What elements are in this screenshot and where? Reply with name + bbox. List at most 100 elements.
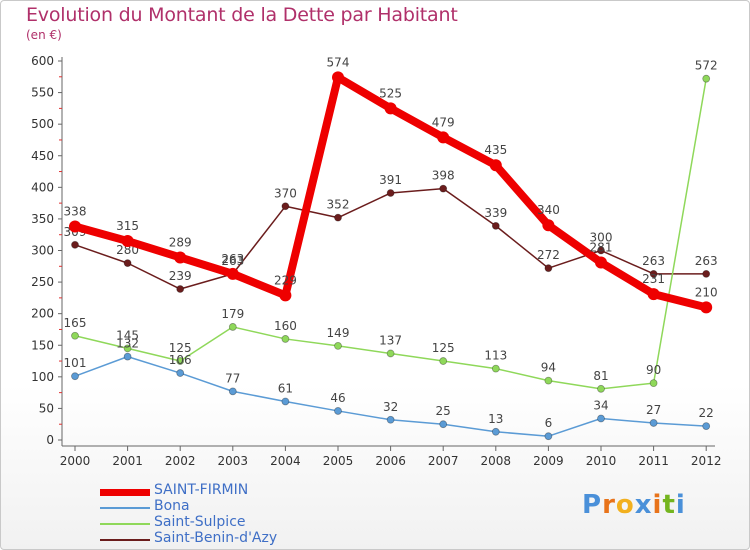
data-label-saint-benin-d-azy: 263 — [695, 254, 718, 268]
data-label-saint-sulpice: 125 — [432, 341, 455, 355]
data-point-saint-sulpice — [702, 74, 711, 83]
x-tick-label: 2011 — [638, 454, 669, 468]
data-point-saint-benin-d-azy — [71, 240, 79, 249]
data-point-saint-firmin — [279, 289, 292, 302]
data-point-saint-firmin — [542, 219, 555, 232]
data-label-saint-benin-d-azy: 398 — [432, 169, 455, 183]
data-point-saint-benin-d-azy — [334, 213, 342, 222]
data-label-bona: 6 — [545, 416, 553, 430]
chart-title: Evolution du Montant de la Dette par Hab… — [26, 4, 458, 26]
data-point-saint-benin-d-azy — [597, 246, 605, 255]
x-tick-label: 2008 — [481, 454, 512, 468]
data-label-saint-firmin: 263 — [221, 252, 244, 266]
data-label-bona: 106 — [169, 353, 192, 367]
y-tick-label: 450 — [31, 149, 54, 163]
legend-swatch-saint-benin-dazy — [100, 539, 150, 541]
series-line-bona — [74, 355, 707, 437]
data-label-saint-sulpice: 572 — [695, 59, 718, 73]
data-point-bona — [702, 422, 711, 431]
data-point-saint-firmin — [700, 301, 713, 314]
data-point-saint-sulpice — [491, 364, 500, 373]
logo-letter: i — [652, 490, 663, 520]
data-point-saint-sulpice — [176, 357, 185, 365]
logo-letter: r — [602, 490, 616, 520]
logo-letter: P — [582, 490, 603, 520]
legend-swatch-bona — [100, 507, 150, 509]
data-point-bona — [228, 387, 237, 396]
data-point-saint-benin-d-azy — [123, 259, 132, 268]
data-point-saint-sulpice — [439, 357, 448, 365]
data-label-saint-benin-d-azy: 391 — [379, 173, 402, 187]
x-tick-label: 2001 — [112, 454, 143, 468]
chart-subtitle: (en €) — [26, 28, 62, 42]
data-label-bona: 13 — [488, 412, 503, 426]
data-point-saint-firmin — [332, 71, 344, 84]
data-label-saint-firmin: 574 — [327, 55, 350, 69]
logo-letter: o — [615, 490, 635, 520]
y-tick-label: 150 — [31, 338, 54, 352]
data-label-saint-benin-d-azy: 370 — [274, 186, 297, 200]
data-label-saint-sulpice: 90 — [646, 363, 661, 377]
data-point-saint-firmin — [69, 220, 81, 233]
data-label-saint-firmin: 281 — [590, 241, 613, 255]
data-label-saint-sulpice: 81 — [593, 369, 608, 383]
data-label-bona: 32 — [383, 400, 398, 414]
data-point-bona — [123, 352, 132, 361]
data-label-saint-sulpice: 113 — [484, 349, 507, 363]
data-label-bona: 34 — [593, 399, 608, 413]
y-tick-label: 350 — [31, 212, 54, 226]
legend-label: Saint-Benin-d'Azy — [154, 530, 278, 546]
data-point-saint-firmin — [226, 267, 239, 280]
data-label-saint-firmin: 229 — [274, 273, 297, 287]
data-point-saint-firmin — [489, 159, 502, 172]
data-point-bona — [439, 420, 448, 429]
y-tick-label: 100 — [31, 370, 54, 384]
data-point-saint-sulpice — [334, 341, 342, 350]
data-point-bona — [544, 432, 553, 441]
legend-item-saint-sulpice: Saint-Sulpice — [100, 514, 360, 532]
x-tick-label: 2009 — [533, 454, 564, 468]
data-point-bona — [597, 414, 605, 423]
legend-label: Bona — [154, 498, 190, 514]
legend-item-saint-benin-dazy: Saint-Benin-d'Azy — [100, 530, 360, 548]
data-label-saint-firmin: 231 — [642, 272, 665, 286]
y-tick-label: 250 — [31, 275, 54, 289]
legend-item-bona: Bona — [100, 498, 360, 516]
data-label-saint-benin-d-azy: 272 — [537, 248, 560, 262]
data-label-saint-benin-d-azy: 352 — [327, 198, 350, 212]
data-point-saint-firmin — [384, 102, 397, 115]
data-point-saint-benin-d-azy — [544, 264, 553, 273]
data-label-saint-benin-d-azy: 239 — [169, 269, 192, 283]
data-point-saint-firmin — [121, 235, 134, 248]
x-tick-label: 2000 — [60, 454, 91, 468]
data-label-saint-benin-d-azy: 263 — [642, 254, 665, 268]
data-point-saint-firmin — [595, 256, 607, 269]
data-point-saint-sulpice — [71, 331, 79, 340]
legend-item-saint-firmin: SAINT-FIRMIN — [100, 482, 360, 500]
data-point-saint-sulpice — [123, 344, 132, 353]
data-point-saint-sulpice — [544, 376, 553, 385]
x-tick-label: 2002 — [165, 454, 196, 468]
y-tick-label: 50 — [39, 401, 54, 415]
data-label-saint-benin-d-azy: 339 — [484, 206, 507, 220]
data-label-saint-sulpice: 137 — [379, 333, 402, 347]
data-point-saint-sulpice — [386, 349, 395, 358]
x-tick-label: 2005 — [323, 454, 354, 468]
data-label-saint-firmin: 210 — [695, 285, 718, 299]
data-point-saint-firmin — [174, 251, 187, 264]
data-point-bona — [71, 372, 79, 381]
data-point-bona — [649, 419, 658, 427]
y-tick-label: 300 — [31, 244, 54, 258]
x-tick-label: 2010 — [586, 454, 617, 468]
legend-swatch-saint-sulpice — [100, 523, 150, 525]
data-label-bona: 27 — [646, 403, 661, 417]
data-label-saint-sulpice: 179 — [221, 307, 244, 321]
data-label-saint-firmin: 315 — [116, 219, 139, 233]
data-point-bona — [176, 369, 185, 377]
data-label-bona: 46 — [330, 391, 345, 405]
x-tick-label: 2006 — [375, 454, 406, 468]
data-label-saint-sulpice: 160 — [274, 319, 297, 333]
x-tick-label: 2004 — [270, 454, 301, 468]
data-label-bona: 101 — [64, 356, 87, 370]
